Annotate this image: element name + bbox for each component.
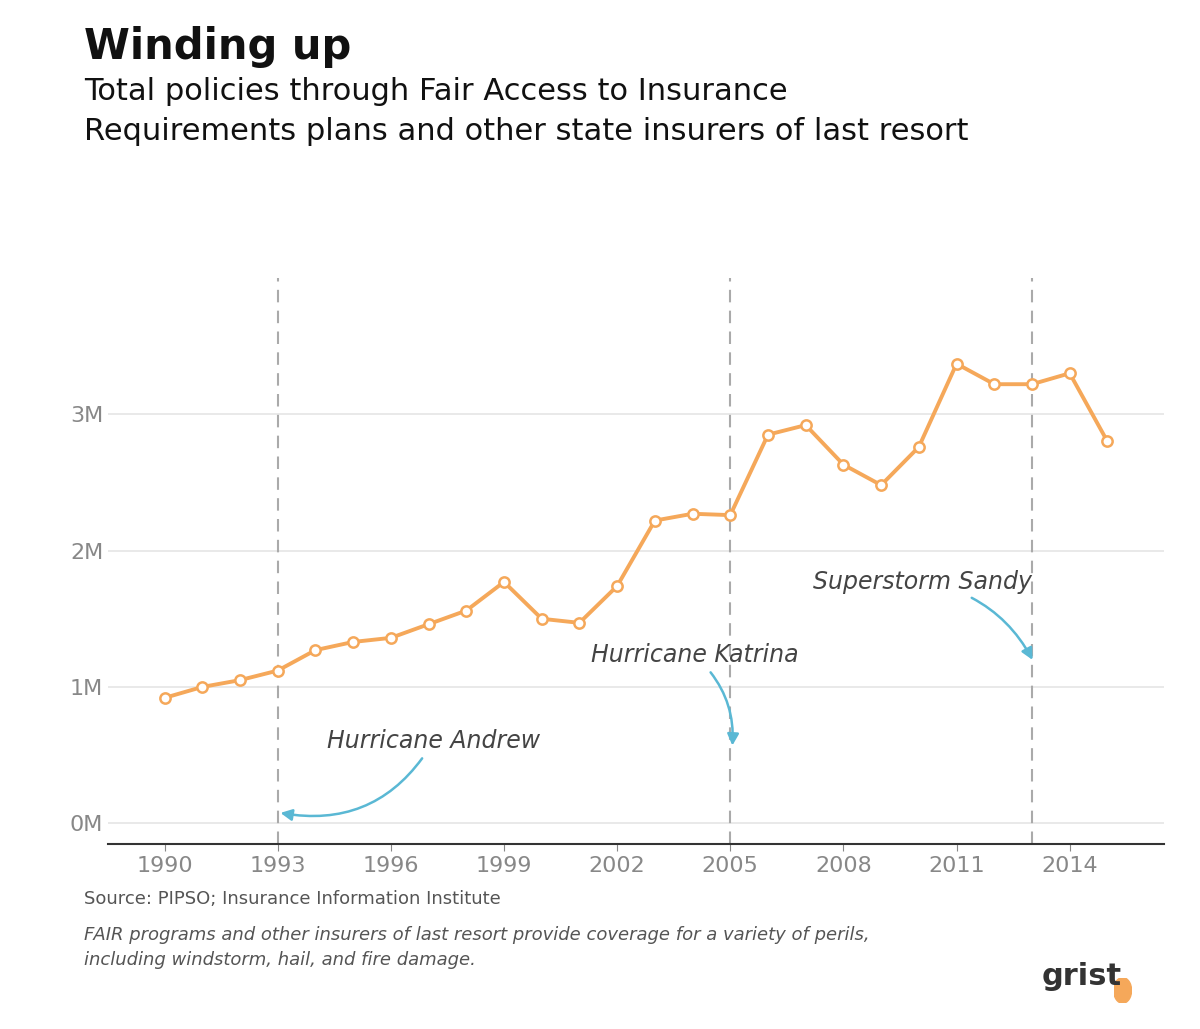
Point <box>193 679 212 696</box>
Text: grist: grist <box>1042 962 1122 991</box>
Point <box>985 376 1004 392</box>
Point <box>683 505 702 522</box>
Point <box>230 672 250 688</box>
Point <box>1060 365 1079 382</box>
Text: Superstorm Sandy: Superstorm Sandy <box>814 570 1032 658</box>
Point <box>947 355 966 371</box>
Point <box>721 507 740 524</box>
Text: Total policies through Fair Access to Insurance
Requirements plans and other sta: Total policies through Fair Access to In… <box>84 77 968 145</box>
Text: Hurricane Andrew: Hurricane Andrew <box>283 730 540 820</box>
Point <box>871 476 890 493</box>
Point <box>306 642 325 659</box>
Text: Winding up: Winding up <box>84 26 352 68</box>
Point <box>758 426 778 442</box>
Point <box>457 602 476 618</box>
Circle shape <box>1114 978 1132 1003</box>
Point <box>268 663 287 679</box>
Point <box>155 689 174 706</box>
Point <box>910 438 929 455</box>
Text: FAIR programs and other insurers of last resort provide coverage for a variety o: FAIR programs and other insurers of last… <box>84 926 870 969</box>
Text: Source: PIPSO; Insurance Information Institute: Source: PIPSO; Insurance Information Ins… <box>84 890 500 908</box>
Point <box>834 457 853 473</box>
Point <box>382 630 401 646</box>
Point <box>494 574 514 591</box>
Point <box>532 610 551 627</box>
Point <box>343 634 362 650</box>
Text: Hurricane Katrina: Hurricane Katrina <box>590 643 798 743</box>
Point <box>607 578 626 595</box>
Point <box>570 614 589 631</box>
Point <box>419 616 438 633</box>
Point <box>1022 376 1042 392</box>
Point <box>646 512 665 529</box>
Point <box>1098 433 1117 450</box>
Point <box>796 417 815 433</box>
